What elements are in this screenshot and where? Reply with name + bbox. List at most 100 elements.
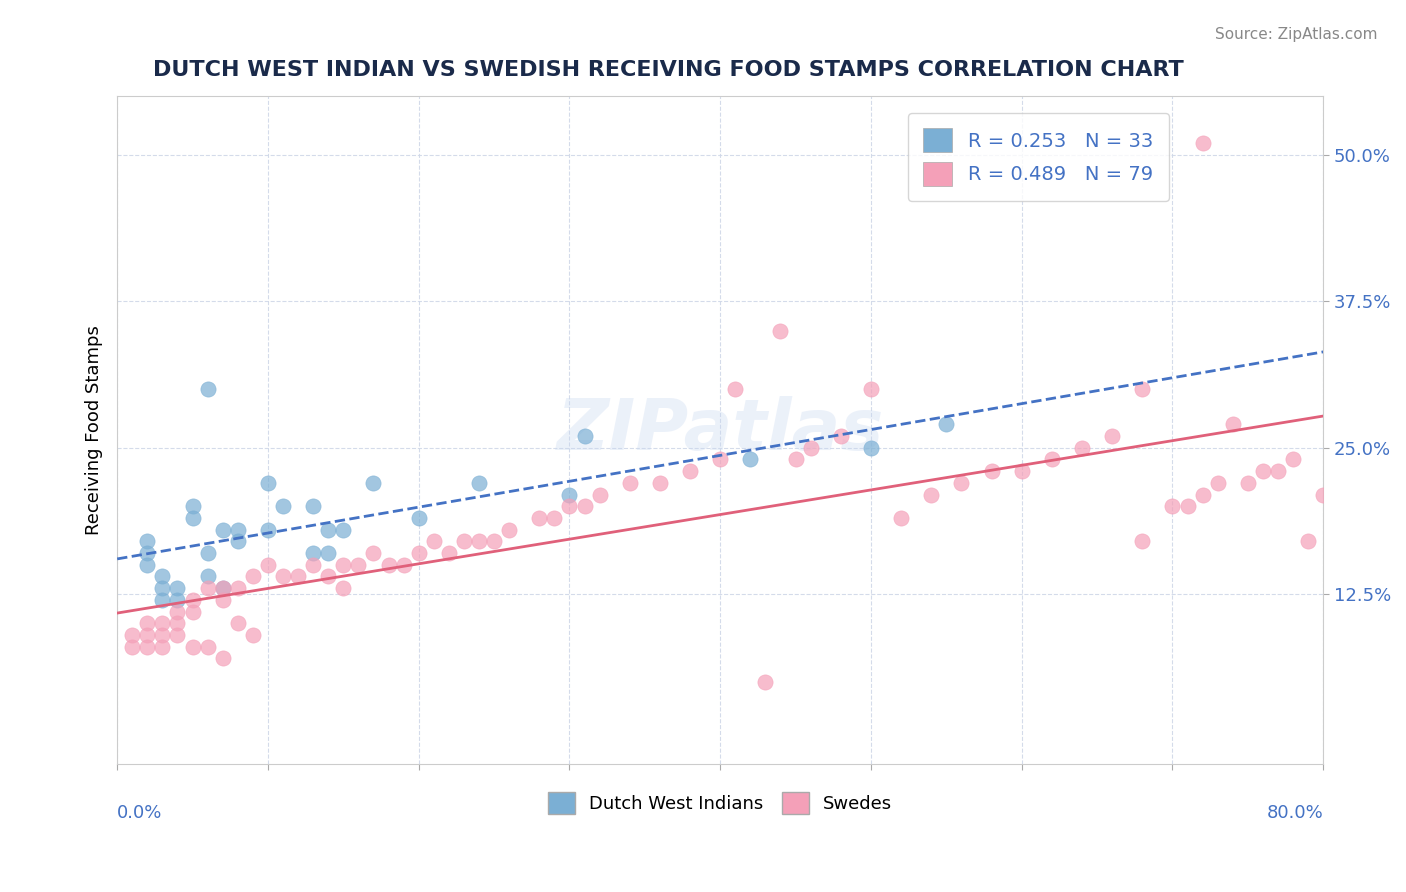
Point [226,616,249,631]
Point [302,500,325,514]
Point [136,534,159,549]
Point [287,569,309,583]
Point [166,616,188,631]
Point [558,487,581,501]
Point [1011,464,1033,478]
Text: DUTCH WEST INDIAN VS SWEDISH RECEIVING FOOD STAMPS CORRELATION CHART: DUTCH WEST INDIAN VS SWEDISH RECEIVING F… [153,60,1184,79]
Point [181,511,204,525]
Point [271,569,294,583]
Point [152,569,174,583]
Point [197,382,219,396]
Point [197,581,219,595]
Point [1101,429,1123,443]
Point [332,581,354,595]
Point [166,605,188,619]
Point [211,651,233,665]
Point [709,452,731,467]
Legend: Dutch West Indians, Swedes: Dutch West Indians, Swedes [541,785,900,822]
Point [543,511,565,525]
Point [437,546,460,560]
Point [468,534,491,549]
Text: 0.0%: 0.0% [117,804,163,822]
Point [859,441,882,455]
Point [363,475,385,490]
Point [1040,452,1063,467]
Point [197,640,219,654]
Point [136,640,159,654]
Point [136,616,159,631]
Point [935,417,957,432]
Point [724,382,747,396]
Point [242,628,264,642]
Point [574,500,596,514]
Point [316,546,339,560]
Y-axis label: Receiving Food Stamps: Receiving Food Stamps [86,326,103,535]
Point [211,523,233,537]
Point [166,593,188,607]
Point [166,628,188,642]
Point [136,628,159,642]
Point [482,534,505,549]
Point [136,546,159,560]
Point [152,616,174,631]
Point [1251,464,1274,478]
Text: ZIPatlas: ZIPatlas [557,396,884,465]
Point [197,569,219,583]
Point [181,500,204,514]
Point [152,640,174,654]
Point [226,581,249,595]
Point [498,523,520,537]
Point [1282,452,1305,467]
Point [785,452,807,467]
Point [136,558,159,572]
Point [1071,441,1094,455]
Point [242,569,264,583]
Point [152,593,174,607]
Point [121,640,143,654]
Point [619,475,641,490]
Point [769,324,792,338]
Point [1191,487,1213,501]
Point [181,640,204,654]
Point [754,674,776,689]
Point [423,534,446,549]
Point [197,546,219,560]
Point [408,546,430,560]
Point [1206,475,1229,490]
Point [392,558,415,572]
Point [302,546,325,560]
Text: 80.0%: 80.0% [1267,804,1323,822]
Point [980,464,1002,478]
Point [257,523,280,537]
Point [181,605,204,619]
Point [211,593,233,607]
Point [830,429,852,443]
Point [859,382,882,396]
Point [211,581,233,595]
Point [453,534,475,549]
Point [226,523,249,537]
Point [740,452,762,467]
Point [257,558,280,572]
Point [347,558,370,572]
Point [271,500,294,514]
Point [316,523,339,537]
Point [152,581,174,595]
Point [121,628,143,642]
Point [920,487,942,501]
Point [574,429,596,443]
Point [152,628,174,642]
Point [211,581,233,595]
Point [363,546,385,560]
Point [588,487,610,501]
Point [302,558,325,572]
Point [648,475,671,490]
Point [332,558,354,572]
Point [1130,382,1153,396]
Point [316,569,339,583]
Point [1161,500,1184,514]
Point [1222,417,1244,432]
Point [377,558,399,572]
Point [166,581,188,595]
Point [1177,500,1199,514]
